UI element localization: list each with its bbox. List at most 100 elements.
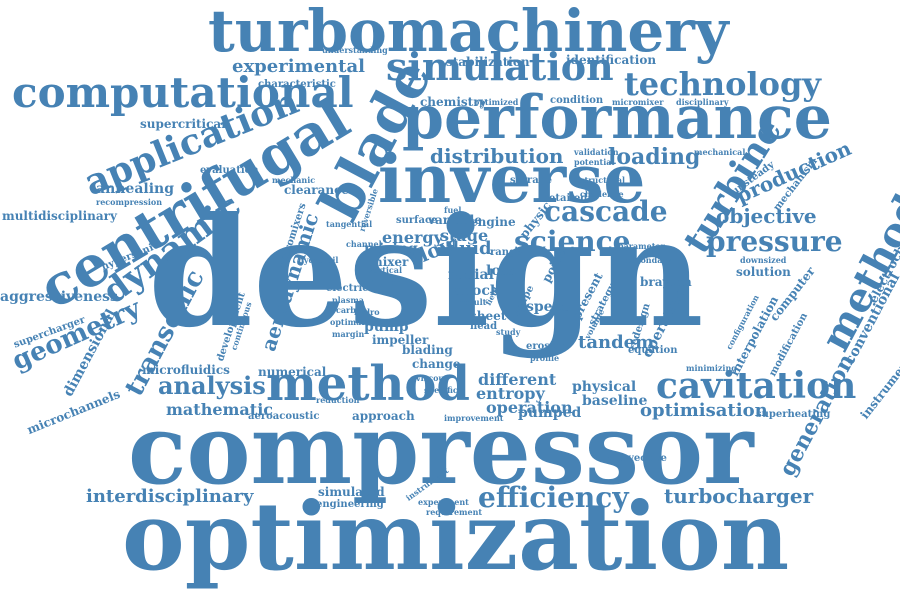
word-structural: structural <box>580 175 626 185</box>
word-margin: margin <box>332 329 365 339</box>
word-secondary: secondary <box>626 255 672 265</box>
word-technology: technology <box>624 65 821 103</box>
word-vortical: vortical <box>368 265 403 275</box>
word-mathematic: mathematic <box>166 400 274 419</box>
word-requirement: requirement <box>426 507 483 517</box>
word-brayton: brayton <box>640 275 692 289</box>
word-multidisciplinary: multidisciplinary <box>2 209 117 223</box>
word-annealing: annealing <box>96 181 175 197</box>
word-hydro: hydro <box>354 307 380 317</box>
word-approach: approach <box>352 409 415 423</box>
word-parameter: parameter <box>618 241 665 251</box>
word-design: design <box>148 185 704 361</box>
word-downsized: downsized <box>740 255 787 265</box>
word-aggressiveness: aggressiveness <box>0 289 118 305</box>
word-specific: specific <box>424 385 458 395</box>
word-pump: pump <box>364 319 409 335</box>
word-radial: radial <box>448 267 494 283</box>
word-aeroacoustic: aeroacoustic <box>248 411 320 422</box>
word-cavitation: cavitation <box>656 365 857 407</box>
word-mixer: mixer <box>370 255 409 269</box>
word-erosion: erosion <box>526 341 568 352</box>
word-disciplinary: disciplinary <box>676 97 729 107</box>
word-compressor: compressor <box>128 393 754 506</box>
word-fluid: fluid <box>446 238 492 259</box>
word-analysis: analysis <box>158 371 266 400</box>
word-mechanic: mechanic <box>272 175 316 185</box>
word-variable: variable <box>428 213 482 227</box>
word-impeller: impeller <box>372 333 429 347</box>
word-carbon: carbon <box>336 305 368 315</box>
word-profile: profile <box>530 353 560 363</box>
word-operation: operation <box>486 398 573 417</box>
word-pressure: pressure <box>706 225 843 258</box>
word-mixing: mixing <box>364 241 418 257</box>
word-electric: electric <box>326 283 369 294</box>
word-fuel: fuel <box>444 205 462 215</box>
word-condition: condition <box>550 95 604 106</box>
word-experiment: experiment <box>418 497 469 507</box>
word-channel: channel <box>346 239 382 249</box>
word-viscous: viscous <box>416 373 449 383</box>
word-identification: identification <box>566 53 657 67</box>
word-recompression: recompression <box>96 197 163 207</box>
word-distribution: distribution <box>430 144 564 168</box>
word-mechanical: mechanical <box>694 147 746 157</box>
word-minimizing: minimizing <box>686 363 737 373</box>
word-shock: shock <box>454 283 500 299</box>
word-science: science <box>514 225 631 258</box>
word-challenge: challenge <box>580 189 624 199</box>
word-loss: loss <box>486 263 517 279</box>
word-storage: storage <box>510 175 553 186</box>
word-inverse: inverse <box>378 140 646 218</box>
word-clearance: clearance <box>284 183 350 197</box>
word-detailed: detailed <box>542 193 588 204</box>
word-interdisciplinary: interdisciplinary <box>86 486 254 507</box>
word-loading: loading <box>608 144 701 170</box>
word-microfluidics: microfluidics <box>142 363 230 377</box>
word-entropy: entropy <box>476 384 545 403</box>
word-pumped: pumped <box>518 405 582 421</box>
word-baseline: baseline <box>582 393 648 409</box>
word-objective: objective <box>716 204 817 228</box>
word-cascade: cascade <box>544 195 668 228</box>
word-micromixer: micromixer <box>612 97 664 107</box>
word-optimisation: optimisation <box>640 400 768 421</box>
word-characteristic: characteristic <box>258 79 336 90</box>
word-energy: energy <box>382 228 443 247</box>
word-stabilization: stabilization <box>446 55 530 69</box>
word-change: change <box>412 357 461 371</box>
word-reduction: reduction <box>316 395 360 405</box>
word-study: study <box>496 327 521 337</box>
word-computational: computational <box>12 68 354 117</box>
word-numerical: numerical <box>258 365 327 379</box>
word-turbomachinery: turbomachinery <box>208 0 729 65</box>
word-convective: convective <box>608 453 667 464</box>
word-turbocharger: turbocharger <box>664 484 814 508</box>
word-speed: speed <box>526 299 572 315</box>
word-efficiency: efficiency <box>478 481 629 514</box>
word-plasma: plasma <box>332 295 364 305</box>
word-simulation: simulation <box>386 44 614 89</box>
word-optimization: optimization <box>122 482 790 592</box>
word-supercritical: supercritical <box>140 117 226 131</box>
word-chemistry: chemistry <box>420 95 487 109</box>
word-physical: physical <box>572 379 637 395</box>
word-optimized: optimized <box>474 97 519 107</box>
word-experimental: experimental <box>232 56 365 77</box>
word-potential: potential <box>574 157 615 167</box>
word-tandem: tandem <box>578 332 655 353</box>
word-range: range <box>490 247 523 258</box>
word-improvement: improvement <box>444 413 504 423</box>
word-optimal: optimal <box>330 317 365 327</box>
word-engine: engine <box>470 215 516 229</box>
word-head: head <box>470 321 498 332</box>
word-hydrofoil: hydrofoil <box>298 255 339 265</box>
word-validation: validation <box>574 147 619 157</box>
word-stage: stage <box>440 226 489 245</box>
word-performance: performance <box>402 83 832 153</box>
word-result: result <box>460 297 487 307</box>
word-method: method <box>266 356 470 412</box>
word-sheet: sheet <box>470 309 507 323</box>
